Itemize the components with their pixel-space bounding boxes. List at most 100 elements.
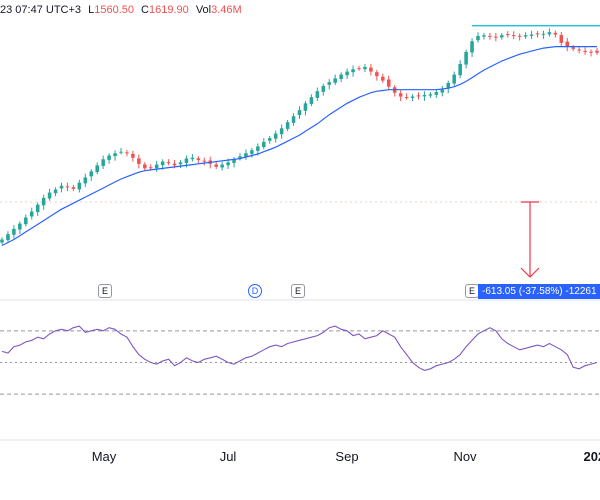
candle-body	[244, 153, 248, 157]
ohlc-legend: 23 07:47 UTC+3 L1560.50 C1619.90 Vol3.46…	[0, 4, 242, 16]
rsi-line	[1, 325, 598, 371]
earnings-event-marker[interactable]: E	[291, 284, 305, 298]
candle-body	[428, 94, 433, 96]
x-tick-label: Nov	[453, 449, 477, 464]
candle-body	[381, 76, 385, 81]
candle-body	[505, 34, 510, 36]
candle-body	[386, 79, 391, 87]
candle-body	[416, 95, 421, 97]
candle-body	[160, 161, 165, 166]
candle-body	[137, 158, 141, 164]
candle-body	[404, 97, 409, 99]
candle-body	[589, 51, 593, 53]
x-tick-label: 2024	[583, 449, 600, 464]
candle-body	[166, 162, 171, 164]
candle-body	[95, 165, 99, 173]
candle-body	[232, 159, 236, 163]
candle-body	[119, 151, 123, 153]
price-pane-divider	[0, 201, 600, 441]
measure-arrow-head	[520, 267, 540, 278]
candle-body	[148, 167, 153, 169]
candle-body	[154, 164, 159, 169]
candle-body	[488, 35, 492, 37]
candle-body	[107, 155, 111, 160]
candle-body	[47, 192, 52, 199]
earnings-event-marker[interactable]: E	[465, 284, 479, 298]
candle-body	[595, 50, 599, 53]
candle-body	[398, 93, 403, 97]
candle-body	[440, 89, 445, 93]
earnings-event-marker[interactable]: E	[98, 284, 112, 298]
candle-body	[565, 41, 570, 47]
candle-body	[143, 164, 147, 169]
candle-body	[339, 74, 343, 79]
candle-body	[172, 163, 177, 166]
candle-body	[238, 156, 242, 159]
candle-body	[553, 32, 558, 35]
candle-body	[101, 159, 105, 166]
candle-body	[59, 185, 64, 189]
candle-body	[285, 122, 290, 129]
candle-body	[256, 146, 260, 151]
rsi-pane	[0, 325, 600, 395]
candle-body	[6, 234, 10, 241]
candle-body	[327, 82, 332, 85]
candle-body	[279, 128, 284, 135]
candle-body	[71, 187, 76, 189]
candle-body	[178, 162, 183, 165]
candle-body	[345, 71, 349, 76]
candle-body	[131, 153, 135, 158]
candle-body	[41, 197, 46, 206]
candle-body	[375, 72, 379, 77]
candle-body	[262, 141, 266, 148]
candle-body	[494, 36, 498, 38]
candlestick-series	[0, 28, 599, 245]
legend-vol-label: Vol	[195, 4, 212, 16]
candle-body	[446, 82, 451, 89]
candle-body	[523, 35, 528, 37]
legend-close-label: C	[141, 4, 149, 16]
candle-body	[482, 35, 486, 37]
candle-body	[577, 49, 581, 51]
legend-low-value: 1560.50	[94, 4, 134, 16]
candle-body	[190, 157, 195, 160]
candle-body	[535, 33, 540, 35]
candle-body	[452, 74, 456, 84]
candle-body	[89, 171, 94, 177]
candle-body	[363, 67, 367, 70]
legend-low-label: L	[88, 4, 95, 16]
candle-body	[333, 78, 337, 83]
dividend-event-marker[interactable]: D	[248, 284, 262, 298]
candle-body	[315, 91, 320, 98]
candle-body	[357, 68, 361, 70]
moving-average-line	[1, 46, 597, 247]
candle-body	[541, 33, 546, 35]
candle-body	[458, 64, 462, 76]
candle-body	[571, 47, 575, 49]
candle-body	[250, 150, 254, 154]
legend-vol-value: 3.46M	[211, 4, 242, 16]
candle-body	[309, 97, 314, 104]
candle-body	[422, 95, 427, 97]
x-tick-label: Jul	[219, 449, 237, 464]
candle-body	[529, 34, 534, 36]
candle-body	[18, 223, 22, 230]
candle-body	[410, 96, 415, 98]
candle-body	[464, 51, 468, 65]
candle-body	[500, 35, 504, 38]
x-tick-label: Sep	[335, 449, 359, 464]
candle-body	[559, 35, 564, 43]
candle-body	[517, 35, 522, 37]
candle-body	[511, 35, 516, 37]
candle-body	[196, 158, 201, 161]
candle-body	[125, 152, 129, 154]
candle-body	[184, 158, 189, 163]
candle-body	[77, 182, 82, 190]
drawings	[472, 25, 600, 278]
candle-body	[220, 164, 224, 168]
candle-body	[53, 189, 58, 194]
candle-body	[113, 153, 117, 157]
candle-body	[273, 133, 278, 139]
candle-body	[12, 228, 16, 235]
